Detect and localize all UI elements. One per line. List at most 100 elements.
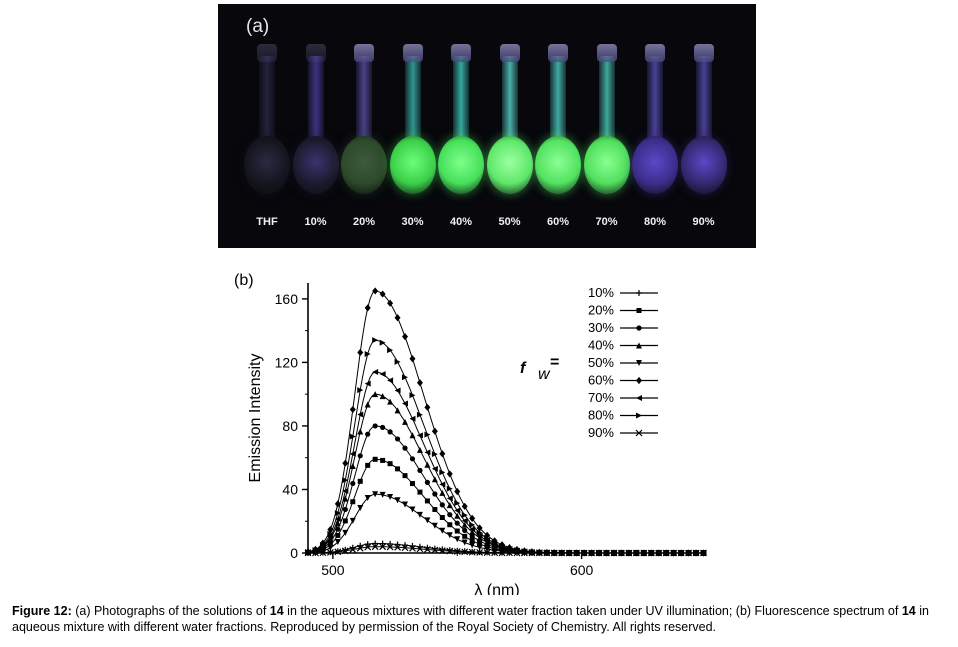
- flask-label: 70%: [595, 216, 618, 228]
- data-point: [580, 549, 588, 557]
- data-point: [356, 544, 364, 552]
- data-point: [700, 549, 707, 557]
- data-point: [483, 549, 491, 556]
- data-point: [327, 525, 334, 534]
- series-line: [307, 339, 706, 554]
- flask-stopper: [305, 44, 326, 62]
- data-point: [461, 517, 468, 524]
- flask-label: 50%: [498, 216, 521, 228]
- figure-caption: Figure 12: (a) Photographs of the soluti…: [12, 603, 942, 635]
- data-point: [386, 543, 394, 551]
- legend-marker: [636, 412, 642, 419]
- data-point: [416, 446, 423, 453]
- data-point: [610, 549, 618, 557]
- data-point: [342, 546, 349, 553]
- legend-equals-sign: =: [550, 354, 559, 371]
- data-point: [379, 491, 386, 498]
- data-point: [364, 495, 371, 502]
- data-point: [372, 368, 379, 375]
- data-point: [402, 333, 409, 341]
- legend-marker: [636, 395, 642, 401]
- legend-label: 20%: [588, 303, 614, 318]
- data-point: [372, 337, 379, 344]
- flask: [630, 4, 680, 214]
- data-point: [364, 350, 371, 357]
- data-point: [491, 537, 498, 545]
- data-point: [439, 527, 446, 534]
- panel-b-label: (b): [234, 272, 254, 289]
- data-point: [394, 541, 401, 548]
- flask-bulb: [292, 136, 339, 194]
- data-point: [468, 548, 476, 556]
- data-point: [423, 546, 431, 553]
- flask-stopper: [693, 44, 714, 62]
- data-point: [341, 547, 349, 555]
- flask-bulb: [583, 136, 630, 194]
- data-point: [402, 445, 408, 451]
- data-point: [349, 433, 356, 440]
- data-point: [416, 545, 424, 553]
- data-point: [357, 387, 364, 394]
- data-point: [357, 478, 363, 484]
- data-point: [387, 299, 394, 307]
- data-point: [327, 544, 334, 551]
- caption-text-2: in the aqueous mixtures with different w…: [283, 604, 902, 618]
- flask-bulb: [438, 136, 484, 194]
- data-point: [380, 457, 386, 463]
- data-point: [446, 502, 453, 509]
- data-point: [334, 510, 341, 517]
- data-point: [424, 498, 430, 504]
- data-point: [387, 398, 394, 405]
- data-point: [349, 546, 357, 553]
- data-point: [394, 497, 401, 504]
- flask-neck: [404, 56, 421, 151]
- legend-label: 50%: [588, 355, 614, 370]
- data-point: [431, 465, 438, 472]
- data-point: [461, 502, 468, 510]
- data-point: [647, 549, 655, 557]
- data-point: [416, 432, 423, 439]
- flask-stopper: [257, 44, 277, 62]
- legend-marker: [636, 342, 642, 349]
- caption-compound-1: 14: [269, 604, 284, 618]
- data-point: [454, 507, 461, 514]
- data-point: [379, 540, 386, 547]
- flask-neck: [647, 56, 663, 151]
- data-point: [424, 479, 430, 485]
- data-point: [499, 543, 506, 550]
- data-point: [402, 418, 409, 425]
- data-point: [484, 539, 491, 546]
- data-point: [372, 456, 378, 462]
- data-point: [506, 545, 513, 552]
- series-line: [307, 393, 706, 554]
- caption-label: Figure 12:: [12, 604, 72, 618]
- data-point: [409, 415, 416, 422]
- legend-marker: [635, 429, 643, 437]
- series-line: [307, 425, 706, 554]
- flask-label: 10%: [304, 216, 327, 228]
- data-point: [439, 469, 446, 476]
- flask: [582, 4, 632, 214]
- data-point: [409, 544, 416, 552]
- data-point: [342, 459, 349, 467]
- data-point: [305, 549, 311, 556]
- data-point: [424, 461, 431, 468]
- data-point: [476, 534, 483, 541]
- legend-label: 40%: [588, 338, 614, 353]
- flask-label: 20%: [352, 216, 376, 228]
- data-point: [446, 485, 453, 492]
- data-point: [446, 547, 453, 554]
- caption-text-3: in aqueous mixture with different water …: [12, 604, 929, 634]
- data-point: [357, 411, 364, 418]
- data-point: [476, 544, 483, 551]
- data-point: [342, 477, 349, 484]
- x-tick-label: 600: [570, 562, 594, 578]
- data-point: [476, 548, 484, 556]
- data-point: [349, 450, 356, 457]
- data-point: [372, 491, 379, 498]
- data-point: [432, 491, 438, 497]
- data-point: [349, 517, 356, 524]
- data-point: [454, 512, 461, 519]
- data-point: [364, 543, 372, 551]
- data-point: [319, 547, 326, 554]
